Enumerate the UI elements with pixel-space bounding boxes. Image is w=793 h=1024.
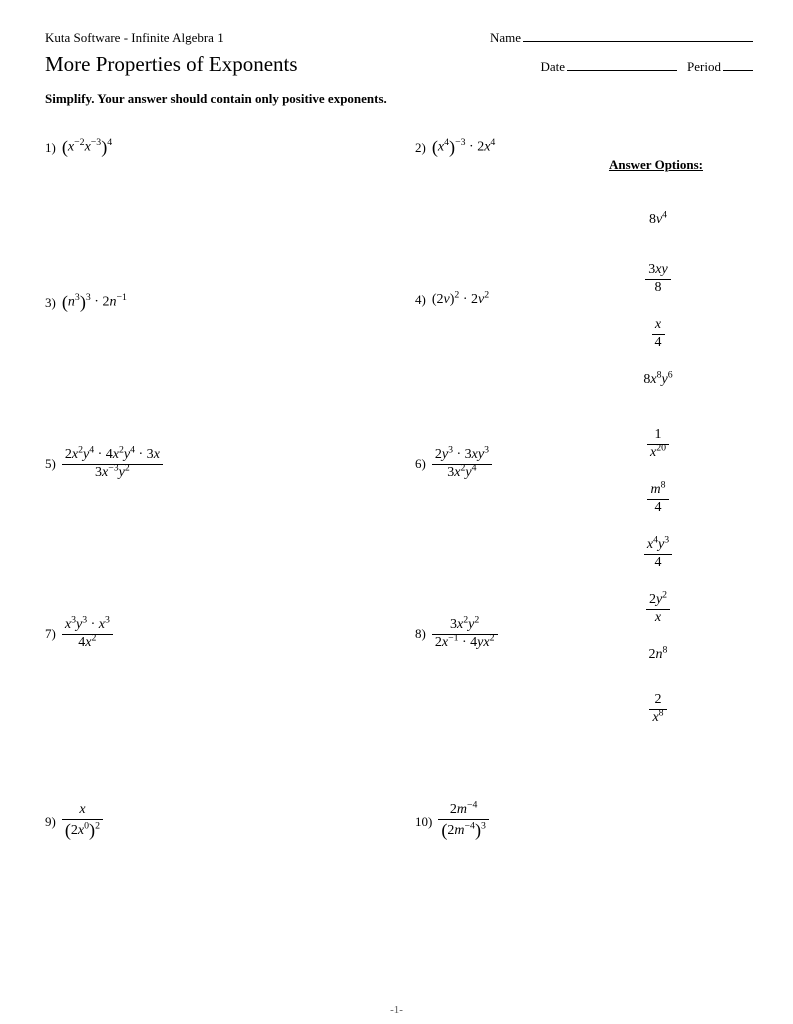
- problem-num: 2): [415, 140, 426, 156]
- answer-option: 1x20: [618, 427, 698, 462]
- problem-expr: (x−2x−3)4: [62, 137, 112, 158]
- problem-expr: (x4)−3 · 2x4: [432, 137, 495, 158]
- problem-expr: (n3)3 · 2n−1: [62, 292, 127, 313]
- problem-expr: 3x2y2 2x−1 · 4yx2: [432, 617, 498, 652]
- date-period: Date Period: [541, 59, 754, 75]
- problem-num: 9): [45, 814, 56, 830]
- answer-option: m84: [618, 482, 698, 517]
- problem-num: 10): [415, 814, 432, 830]
- answer-option: 8x8y6: [618, 372, 698, 388]
- problem-3: 3) (n3)3 · 2n−1: [45, 292, 127, 313]
- problem-expr: (2v)2 · 2v2: [432, 292, 489, 308]
- name-label: Name: [490, 30, 521, 46]
- name-line[interactable]: [523, 41, 753, 42]
- problem-num: 8): [415, 626, 426, 642]
- problem-num: 6): [415, 456, 426, 472]
- answer-option: 2y2x: [618, 592, 698, 627]
- problem-num: 5): [45, 456, 56, 472]
- answer-options-header: Answer Options:: [609, 157, 703, 173]
- problem-2: 2) (x4)−3 · 2x4: [415, 137, 495, 158]
- period-label: Period: [687, 59, 721, 75]
- period-line[interactable]: [723, 70, 753, 71]
- problem-8: 8) 3x2y2 2x−1 · 4yx2: [415, 617, 498, 652]
- answer-option: 2x8: [618, 692, 698, 727]
- problem-10: 10) 2m−4 (2m−4)3: [415, 802, 489, 842]
- page-title: More Properties of Exponents: [45, 52, 298, 77]
- problem-num: 7): [45, 626, 56, 642]
- problem-num: 1): [45, 140, 56, 156]
- problem-1: 1) (x−2x−3)4: [45, 137, 112, 158]
- instructions: Simplify. Your answer should contain onl…: [45, 91, 753, 107]
- problem-expr: x3y3 · x3 4x2: [62, 617, 113, 652]
- problem-6: 6) 2y3 · 3xy3 3x2y4: [415, 447, 492, 482]
- answer-option: 2n8: [618, 647, 698, 663]
- answer-option: x4: [618, 317, 698, 352]
- problem-expr: 2x2y4 · 4x2y4 · 3x 3x−3y2: [62, 447, 163, 482]
- problem-7: 7) x3y3 · x3 4x2: [45, 617, 113, 652]
- software-label: Kuta Software - Infinite Algebra 1: [45, 30, 224, 46]
- date-label: Date: [541, 59, 566, 75]
- answer-option: 8v4: [618, 212, 698, 228]
- answer-option: 3xy8: [618, 262, 698, 297]
- date-line[interactable]: [567, 70, 677, 71]
- page-footer: -1-: [0, 1004, 793, 1016]
- problem-num: 3): [45, 295, 56, 311]
- problem-num: 4): [415, 292, 426, 308]
- problem-9: 9) x (2x0)2: [45, 802, 103, 842]
- problem-5: 5) 2x2y4 · 4x2y4 · 3x 3x−3y2: [45, 447, 163, 482]
- name-field: Name: [490, 30, 753, 46]
- problem-expr: x (2x0)2: [62, 802, 103, 842]
- content-area: 1) (x−2x−3)4 2) (x4)−3 · 2x4 3) (n3)3 · …: [45, 127, 753, 957]
- problem-expr: 2y3 · 3xy3 3x2y4: [432, 447, 492, 482]
- answer-option: x4y34: [618, 537, 698, 572]
- problem-4: 4) (2v)2 · 2v2: [415, 292, 489, 308]
- problem-expr: 2m−4 (2m−4)3: [438, 802, 489, 842]
